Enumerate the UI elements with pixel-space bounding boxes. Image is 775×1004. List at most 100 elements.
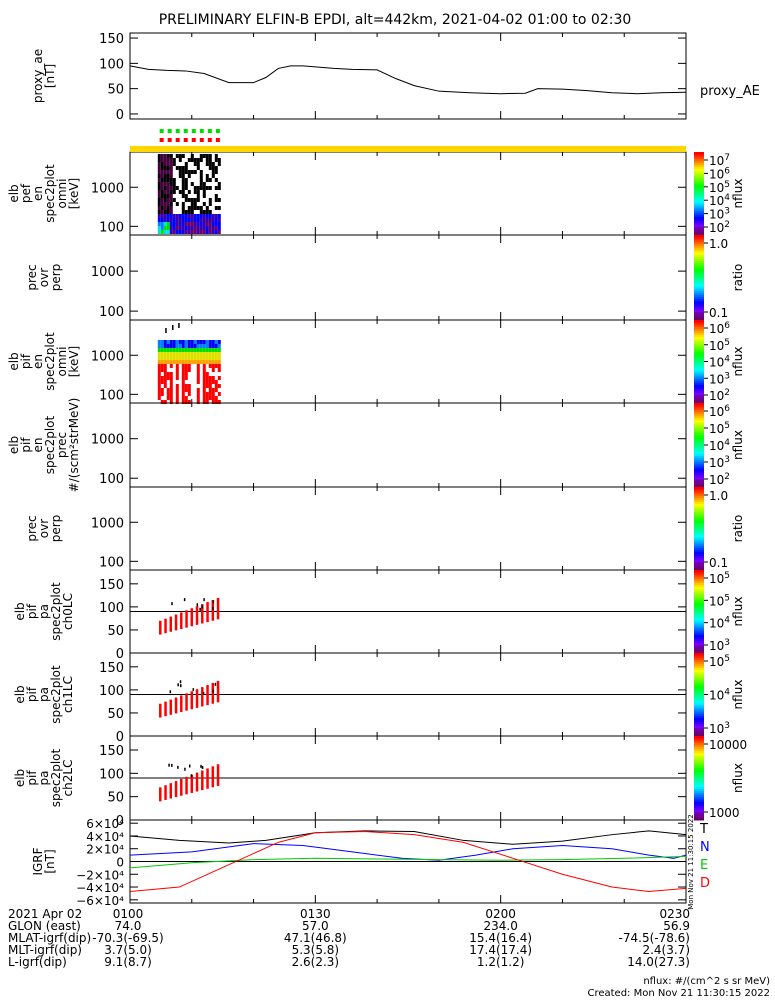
colorbar-tick-label: 104	[709, 355, 730, 370]
colorbar-tick-label: 102	[709, 388, 730, 403]
series-label: proxy_AE	[700, 84, 760, 99]
y-axis-label: #/(scm²strMeV)	[67, 398, 81, 493]
y-tick-label: 150	[99, 661, 124, 676]
colorbar-tick-label: 105	[709, 338, 730, 353]
y-axis-label: spec2plot	[49, 582, 63, 641]
y-axis-label: [nT]	[43, 849, 57, 873]
y-tick-label: −4×10⁴	[76, 881, 124, 895]
y-axis-label: pif	[25, 686, 39, 702]
y-tick-label: 100	[99, 388, 124, 403]
y-tick-label: 1000	[91, 516, 124, 531]
y-tick-label: 100	[99, 555, 124, 570]
colorbar-tick-label: 105	[709, 654, 730, 669]
marker-red	[175, 138, 180, 142]
y-axis-label: spec2plot	[49, 748, 63, 807]
marker-green	[159, 129, 164, 133]
y-axis-label: en	[31, 354, 45, 369]
ephemeris-value: 9.1(8.7)	[104, 955, 152, 969]
colorbar-tick-label: 104	[709, 616, 730, 631]
colorbar-tick-label: 1.0	[709, 237, 728, 251]
colorbar-label: nflux	[731, 347, 745, 377]
marker-green	[191, 129, 196, 133]
panel-frame	[129, 486, 687, 571]
y-axis-label: pif	[19, 353, 33, 369]
y-axis-label: pa	[37, 687, 51, 702]
panel-proxy_ae: proxy_ae[nT] 150 100 50 0 proxy_AE	[31, 32, 760, 123]
marker-green	[207, 129, 212, 133]
y-axis-label: pa	[37, 604, 51, 619]
y-tick-label: 100	[99, 57, 124, 72]
colorbar-tick-label: 105	[709, 571, 730, 586]
marker-red	[183, 138, 188, 142]
y-tick-label: −6×10⁴	[76, 894, 124, 908]
ephemeris-value: 234.0	[483, 919, 517, 933]
legend-entry: N	[700, 840, 710, 855]
ephemeris-value: 56.9	[663, 919, 690, 933]
y-tick-label: 100	[99, 220, 124, 235]
y-axis-label: ovr	[37, 268, 51, 287]
y-tick-label: 4×10⁴	[86, 830, 124, 844]
y-tick-label: 1000	[91, 349, 124, 364]
colorbar-tick-label: 106	[709, 321, 730, 336]
y-axis-label: prec	[25, 515, 39, 541]
ephemeris-value: 0230	[659, 907, 690, 921]
colorbar-tick-label: 106	[709, 404, 730, 419]
colorbar-tick-label: 0.1	[709, 306, 728, 320]
ephemeris-value: 0100	[113, 907, 144, 921]
colorbar-tick-label: 103	[709, 371, 730, 386]
ephemeris-value: 17.4(17.4)	[469, 943, 532, 957]
panel-frame	[129, 402, 687, 488]
y-axis-label: prec	[55, 432, 69, 458]
y-tick-label: 150	[99, 744, 124, 759]
y-axis-label: ch1LC	[61, 676, 75, 713]
legend-entry: D	[700, 876, 710, 891]
colorbar-tick-label: 10000	[709, 738, 747, 752]
ephemeris-value: 0130	[300, 907, 331, 921]
ephemeris-value: 47.1(46.8)	[284, 931, 347, 945]
marker-red	[207, 138, 212, 142]
ephemeris-value: 57.0	[302, 919, 329, 933]
page-title: PRELIMINARY ELFIN-B EPDI, alt=442km, 202…	[159, 12, 632, 28]
colorbar-tick-label: 0.1	[709, 556, 728, 570]
date-stamp: Mon Nov 21 11:30:15 2022	[687, 814, 695, 909]
colorbar-label: nflux	[731, 430, 745, 460]
y-axis-label: pif	[19, 437, 33, 453]
y-axis-label: omni	[55, 347, 69, 377]
colorbar: 10000 1000 nflux	[694, 736, 747, 821]
ephemeris-label: GLON (east)	[8, 919, 81, 933]
marker-green	[175, 129, 180, 133]
y-axis-label: pif	[25, 770, 39, 786]
y-axis-label: pa	[37, 771, 51, 786]
colorbar-tick-label: 107	[709, 153, 730, 168]
y-tick-label: 100	[99, 684, 124, 699]
y-tick-label: 2×10⁴	[86, 843, 124, 857]
colorbar-label: nflux	[731, 680, 745, 710]
y-axis-label: spec2plot	[49, 665, 63, 724]
y-tick-label: 6×10⁴	[86, 817, 124, 831]
panel-frame	[129, 234, 687, 321]
colorbar-tick-label: 104	[709, 193, 730, 208]
colorbar-tick-label: 102	[709, 472, 730, 487]
marker-red	[191, 138, 196, 142]
y-axis-label: [keV]	[67, 346, 81, 377]
y-tick-label: −2×10⁴	[76, 868, 124, 882]
colorbar-label: nflux	[731, 763, 745, 793]
ephemeris-value: 2.6(2.3)	[292, 955, 340, 969]
marker-green	[215, 129, 220, 133]
y-axis-label: spec2plot	[43, 164, 57, 223]
y-axis-label: elb	[7, 436, 21, 454]
ephemeris-value: 74.0	[115, 919, 142, 933]
colorbar-label: ratio	[731, 264, 745, 292]
ephemeris-value: 3.7(5.0)	[104, 943, 152, 957]
series-line-E	[129, 855, 687, 869]
y-axis-label: elb	[7, 352, 21, 370]
y-tick-label: 0	[116, 730, 124, 745]
colorbar-tick-label: 1.0	[709, 489, 728, 503]
